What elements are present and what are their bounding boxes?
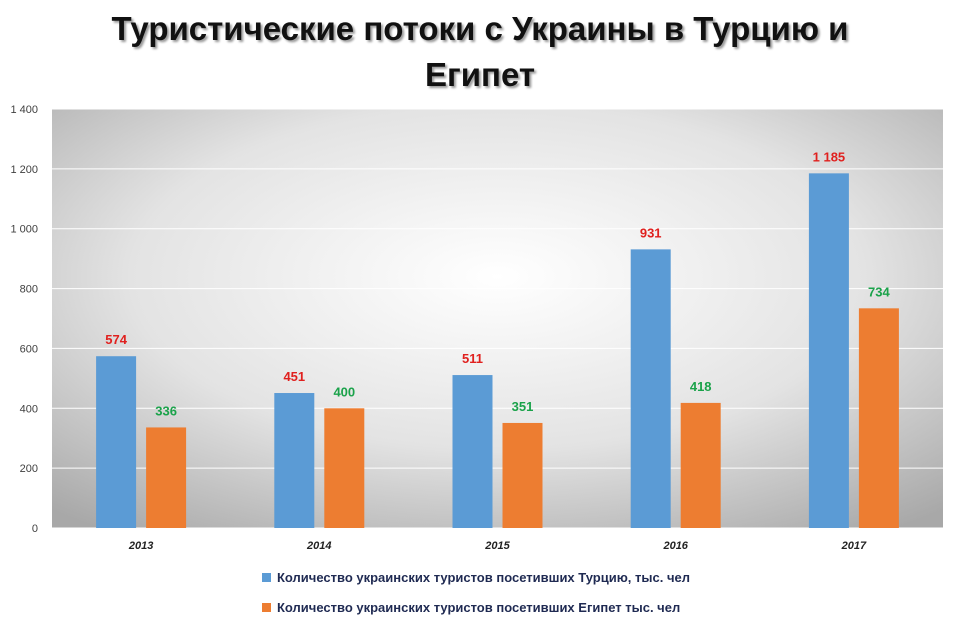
- legend-label-turkey: Количество украинских туристов посетивши…: [277, 569, 690, 585]
- legend-label-egypt: Количество украинских туристов посетивши…: [277, 599, 681, 615]
- y-tick-label: 1 400: [10, 104, 38, 116]
- legend-swatch-turkey: [262, 572, 271, 582]
- bar-turkey: [452, 375, 493, 528]
- bar-egypt: [680, 402, 721, 528]
- legend-swatch-egypt: [262, 602, 271, 612]
- x-tick-label: 2017: [841, 540, 867, 552]
- y-tick-label: 200: [20, 463, 38, 475]
- bar-turkey: [808, 173, 849, 528]
- y-tick-label: 1 200: [10, 164, 38, 176]
- x-tick-label: 2014: [306, 540, 331, 552]
- y-tick-label: 400: [20, 403, 38, 415]
- data-label-egypt: 418: [690, 379, 712, 394]
- data-label-turkey: 931: [640, 225, 662, 240]
- data-label-egypt: 734: [868, 284, 890, 299]
- title-line-2: Египет: [424, 56, 536, 93]
- y-tick-label: 600: [20, 343, 38, 355]
- data-label-turkey: 511: [462, 351, 483, 366]
- data-label-egypt: 400: [333, 384, 355, 399]
- chart-title: Туристические потоки с Украины в Турцию …: [0, 6, 960, 98]
- bar-turkey: [630, 249, 671, 529]
- legend-item-egypt: Количество украинских туристов посетивши…: [262, 592, 690, 622]
- data-label-egypt: 336: [155, 403, 177, 418]
- bar-egypt: [146, 427, 187, 528]
- data-label-turkey: 1 185: [813, 149, 846, 164]
- x-tick-label: 2013: [128, 540, 153, 552]
- bar-egypt: [502, 422, 543, 528]
- y-tick-label: 800: [20, 284, 38, 296]
- y-tick-label: 1 000: [10, 224, 38, 236]
- bar-egypt: [858, 308, 899, 528]
- y-tick-label: 0: [32, 523, 38, 535]
- legend-item-turkey: Количество украинских туристов посетивши…: [262, 562, 690, 592]
- data-label-turkey: 574: [105, 332, 127, 347]
- data-label-turkey: 451: [283, 369, 305, 384]
- x-tick-label: 2015: [484, 540, 510, 552]
- x-tick-label: 2016: [662, 540, 688, 552]
- bar-turkey: [274, 393, 315, 528]
- title-line-1: Туристические потоки с Украины в Турцию …: [111, 10, 849, 47]
- bar-egypt: [324, 408, 365, 528]
- legend: Количество украинских туристов посетивши…: [262, 562, 690, 622]
- plot-area: [52, 109, 943, 528]
- data-label-egypt: 351: [512, 399, 534, 414]
- bar-turkey: [96, 356, 137, 528]
